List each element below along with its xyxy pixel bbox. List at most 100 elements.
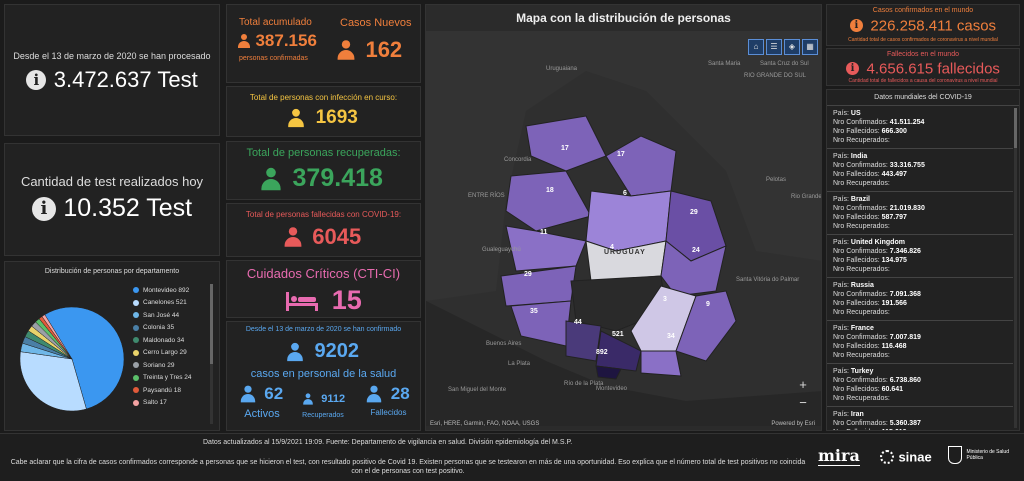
- legend-item: Colonia 35: [133, 322, 209, 335]
- fallecidas-label: Total de personas fallecidas con COVID-1…: [245, 210, 402, 219]
- country-item[interactable]: País: Russia Nro Confirmados: 7.091.368 Nr…: [827, 278, 1013, 321]
- sinae-logo: sinae: [898, 449, 932, 465]
- pie-chart: [19, 306, 125, 412]
- world-list-scrollbar[interactable]: [1014, 108, 1017, 428]
- country-list[interactable]: País: US Nro Confirmados: 41.511.254 Nro F…: [827, 106, 1013, 430]
- cti-value: 15: [331, 285, 362, 315]
- recuperados-value: 9112: [321, 392, 346, 405]
- nuevos-value: 162: [365, 37, 403, 62]
- map-title: Mapa con la distribución de personas: [516, 11, 731, 25]
- curso-panel: Total de personas con infección en curso…: [226, 86, 421, 137]
- country-field: Nro Confirmados: 6.738.860: [833, 377, 921, 384]
- salud-label: casos en personal de la salud: [250, 368, 397, 380]
- legend-item: Montevideo 892: [133, 284, 209, 297]
- legend-item: Canelones 521: [133, 297, 209, 310]
- zoom-out-button[interactable]: −: [799, 395, 807, 410]
- activos-label: Activos: [244, 408, 280, 420]
- legend-label: Treinta y Tres 24: [143, 374, 192, 382]
- country-item[interactable]: País: France Nro Confirmados: 7.007.819 Nr…: [827, 321, 1013, 364]
- dept-tacuarembo: [585, 190, 672, 252]
- country-item[interactable]: País: Brazil Nro Confirmados: 21.019.830 N…: [827, 192, 1013, 235]
- legend-label: Montevideo 892: [143, 286, 190, 294]
- country-item[interactable]: País: Turkey Nro Confirmados: 6.738.860 Nr…: [827, 364, 1013, 407]
- country-field: Nro Fallecidos: 587.797: [833, 214, 907, 221]
- info-icon: i: [849, 19, 863, 33]
- dept-montevideo: [595, 365, 622, 380]
- legend-label: Colonia 35: [143, 324, 175, 332]
- country-field: Nro Fallecidos: 116.468: [833, 343, 907, 350]
- legend-swatch: [133, 299, 139, 306]
- pie-title: Distribución de personas por departament…: [44, 268, 180, 275]
- legend-item: Soriano 29: [133, 359, 209, 372]
- country-field: Nro Fallecidos: 115.619: [833, 428, 1007, 430]
- acumulado-label: Total acumulado: [239, 17, 312, 28]
- info-icon: i: [31, 196, 56, 221]
- country-item[interactable]: País: India Nro Confirmados: 33.316.755 Nr…: [827, 149, 1013, 192]
- legend-item: Paysandú 18: [133, 384, 209, 397]
- dept-maldonado: [640, 350, 682, 377]
- legend-swatch: [133, 362, 139, 369]
- uruguay-map[interactable]: [426, 31, 822, 426]
- basemap-button[interactable]: ▦: [802, 39, 818, 55]
- legend-label: Salto 17: [143, 399, 167, 407]
- legend-item: Treinta y Tres 24: [133, 372, 209, 385]
- person-icon: [302, 393, 313, 405]
- legend-label: Paysandú 18: [143, 386, 181, 394]
- recuperadas-panel: Total de personas recuperadas: 379.418: [226, 141, 421, 200]
- pie-slice-1[interactable]: [19, 351, 87, 412]
- info-icon: i: [846, 62, 860, 76]
- world-list-panel: Datos mundiales del COVID-19 País: US Nro…: [826, 89, 1020, 431]
- country-item[interactable]: País: Iran Nro Confirmados: 5.360.387Nro …: [827, 407, 1013, 430]
- person-icon: [239, 385, 256, 403]
- layers-button[interactable]: ◈: [784, 39, 800, 55]
- country-field: Nro Confirmados: 7.007.819: [833, 334, 921, 341]
- recuperadas-label: Total de personas recuperadas:: [246, 147, 401, 159]
- footer-update: Datos actualizados al 15/9/2021 19:09. F…: [203, 439, 573, 446]
- pie-slice-9[interactable]: [41, 314, 73, 360]
- country-field: Nro Fallecidos: 191.566: [833, 300, 907, 307]
- world-confirmed-sub: Cantidad total de casos confirmados de c…: [848, 37, 998, 43]
- map-toolbar: ⌂ ☰ ◈ ▦: [748, 39, 818, 55]
- person-icon: [366, 385, 383, 403]
- zoom-in-button[interactable]: +: [799, 377, 807, 392]
- country-field: Nro Fallecidos: 666.300: [833, 128, 907, 135]
- dept-paysandu: [505, 225, 587, 272]
- country-field: Nro Fallecidos: 134.975: [833, 257, 907, 264]
- world-confirmed-value: 226.258.411 casos: [870, 17, 997, 35]
- cti-panel: Cuidados Críticos (CTI-CI) 15: [226, 260, 421, 318]
- fallecidos-value: 28: [390, 384, 410, 403]
- footer-note: Cabe aclarar que la cifra de casos confi…: [10, 459, 806, 475]
- world-deaths-value: 4.656.615 fallecidos: [866, 60, 1000, 78]
- legend-item: Maldonado 34: [133, 334, 209, 347]
- legend-scrollbar[interactable]: [210, 284, 213, 424]
- pie-panel: Distribución de personas por departament…: [4, 261, 220, 431]
- info-icon: i: [26, 70, 47, 90]
- country-field: País: Russia: [833, 282, 874, 289]
- legend-swatch: [133, 287, 139, 294]
- today-tests-total: 10.352 Test: [63, 194, 193, 222]
- salud-since: Desde el 13 de marzo de 2020 se han conf…: [245, 326, 402, 333]
- person-icon: [336, 40, 356, 60]
- map-panel[interactable]: Mapa con la distribución de personas Uru…: [425, 4, 822, 431]
- recuperadas-value: 379.418: [292, 164, 383, 192]
- mira-logo: mira: [818, 446, 860, 466]
- tests-since-label: Desde el 13 de marzo de 2020 se han proc…: [13, 51, 211, 61]
- list-button[interactable]: ☰: [766, 39, 782, 55]
- country-field: Nro Confirmados: 21.019.830: [833, 205, 925, 212]
- fallecidas-value: 6045: [312, 224, 362, 249]
- person-icon: [237, 34, 251, 48]
- sinae-icon: [880, 449, 894, 464]
- country-field: Nro Confirmados: 41.511.254: [833, 119, 925, 126]
- salud-value: 9202: [314, 340, 359, 362]
- legend-item: San José 44: [133, 309, 209, 322]
- person-icon: [286, 342, 304, 361]
- country-field: País: Brazil: [833, 196, 870, 203]
- country-field: Nro Confirmados: 7.091.368: [833, 291, 921, 298]
- country-item[interactable]: País: United Kingdom Nro Confirmados: 7.3…: [827, 235, 1013, 278]
- pie-slice-0[interactable]: [44, 306, 125, 410]
- dept-rocha: [675, 290, 737, 362]
- legend-swatch: [133, 399, 139, 406]
- country-item[interactable]: País: US Nro Confirmados: 41.511.254 Nro F…: [827, 106, 1013, 149]
- dept-san-jose: [565, 320, 602, 362]
- home-button[interactable]: ⌂: [748, 39, 764, 55]
